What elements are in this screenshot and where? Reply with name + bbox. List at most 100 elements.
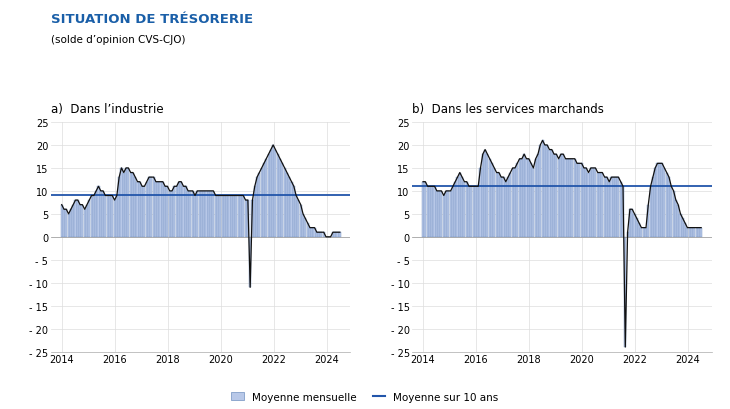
Bar: [77, 200, 79, 237]
Bar: [585, 169, 587, 237]
Bar: [626, 233, 629, 237]
Bar: [150, 178, 153, 237]
Bar: [700, 228, 702, 237]
Bar: [240, 196, 242, 237]
Bar: [261, 169, 263, 237]
Bar: [283, 169, 285, 237]
Bar: [304, 219, 307, 237]
Bar: [148, 178, 150, 237]
Bar: [219, 196, 221, 237]
Bar: [205, 191, 207, 237]
Bar: [438, 191, 440, 237]
Text: a)  Dans l’industrie: a) Dans l’industrie: [51, 103, 164, 115]
Bar: [113, 200, 115, 237]
Bar: [518, 160, 520, 237]
Bar: [212, 191, 215, 237]
Bar: [157, 182, 159, 237]
Bar: [208, 191, 210, 237]
Bar: [199, 191, 201, 237]
Bar: [187, 191, 189, 237]
Bar: [318, 233, 320, 237]
Bar: [461, 178, 463, 237]
Bar: [610, 178, 612, 237]
Bar: [203, 191, 205, 237]
Bar: [642, 228, 645, 237]
Bar: [514, 169, 516, 237]
Bar: [164, 187, 166, 237]
Bar: [153, 178, 155, 237]
Bar: [493, 169, 496, 237]
Text: (solde d’opinion CVS-CJO): (solde d’opinion CVS-CJO): [51, 35, 185, 45]
Bar: [221, 196, 223, 237]
Bar: [622, 187, 624, 237]
Bar: [422, 182, 424, 237]
Bar: [123, 173, 125, 237]
Bar: [560, 155, 562, 237]
Bar: [68, 214, 69, 237]
Bar: [500, 178, 502, 237]
Bar: [474, 187, 477, 237]
Bar: [677, 205, 679, 237]
Bar: [539, 146, 542, 237]
Text: b)  Dans les services marchands: b) Dans les services marchands: [412, 103, 604, 115]
Bar: [185, 187, 187, 237]
Bar: [440, 191, 442, 237]
Bar: [337, 233, 339, 237]
Bar: [107, 196, 109, 237]
Bar: [486, 155, 488, 237]
Bar: [182, 187, 185, 237]
Bar: [456, 178, 458, 237]
Bar: [520, 160, 523, 237]
Bar: [612, 178, 615, 237]
Bar: [91, 196, 93, 237]
Bar: [70, 210, 72, 237]
Bar: [470, 187, 472, 237]
Bar: [594, 169, 596, 237]
Bar: [550, 150, 553, 237]
Bar: [155, 182, 157, 237]
Bar: [636, 219, 638, 237]
Bar: [576, 164, 578, 237]
Bar: [668, 178, 670, 237]
Bar: [569, 160, 571, 237]
Bar: [72, 205, 74, 237]
Bar: [480, 169, 482, 237]
Bar: [281, 164, 283, 237]
Bar: [468, 187, 470, 237]
Bar: [634, 214, 636, 237]
Bar: [648, 205, 650, 237]
Bar: [686, 228, 688, 237]
Bar: [562, 155, 564, 237]
Bar: [666, 173, 668, 237]
Bar: [452, 187, 454, 237]
Bar: [431, 187, 434, 237]
Bar: [654, 169, 656, 237]
Bar: [194, 196, 196, 237]
Bar: [63, 210, 65, 237]
Bar: [134, 178, 137, 237]
Bar: [339, 233, 341, 237]
Bar: [224, 196, 226, 237]
Bar: [528, 160, 530, 237]
Bar: [580, 164, 583, 237]
Bar: [498, 173, 500, 237]
Bar: [488, 160, 491, 237]
Bar: [288, 178, 291, 237]
Bar: [79, 205, 81, 237]
Bar: [447, 191, 450, 237]
Bar: [258, 173, 261, 237]
Bar: [169, 191, 171, 237]
Bar: [466, 182, 468, 237]
Bar: [548, 150, 550, 237]
Bar: [316, 233, 318, 237]
Bar: [694, 228, 695, 237]
Bar: [270, 150, 272, 237]
Bar: [656, 164, 658, 237]
Bar: [238, 196, 239, 237]
Bar: [65, 210, 67, 237]
Bar: [320, 233, 323, 237]
Bar: [143, 187, 145, 237]
Bar: [429, 187, 431, 237]
Bar: [661, 164, 663, 237]
Bar: [196, 191, 199, 237]
